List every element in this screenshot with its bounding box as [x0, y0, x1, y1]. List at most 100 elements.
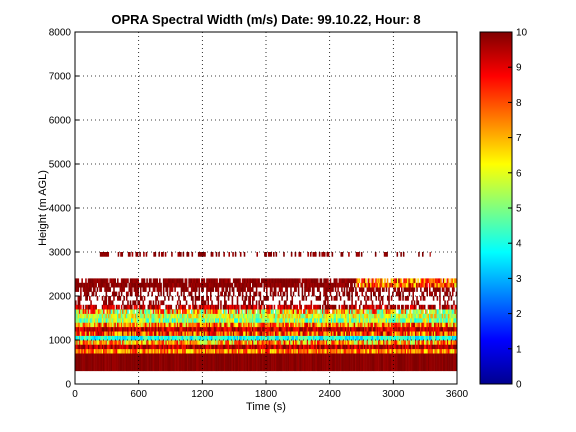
heatmap-cell	[294, 318, 296, 323]
heatmap-cell	[225, 287, 227, 292]
x-axis: 0 600 1200 1800 2400 3000 3600	[72, 380, 469, 400]
heatmap-cell	[362, 348, 365, 354]
heatmap-cell	[294, 282, 296, 288]
colorbar	[479, 31, 513, 385]
heatmap-cell	[138, 353, 141, 372]
heatmap-cell	[204, 344, 207, 350]
heatmap-cell	[175, 335, 178, 341]
heatmap-cell	[334, 322, 337, 328]
heatmap-cell	[226, 318, 229, 323]
heatmap-cell	[337, 353, 339, 372]
heatmap-cell	[412, 304, 414, 310]
heatmap-cell	[420, 348, 422, 354]
heatmap-cell	[330, 287, 333, 292]
heatmap-cell	[125, 344, 128, 350]
heatmap-cell	[298, 252, 301, 257]
heatmap-cell	[241, 309, 244, 314]
heatmap-cell	[356, 344, 358, 350]
heatmap-cell	[123, 304, 125, 310]
heatmap-cell	[297, 287, 300, 292]
heatmap-cell	[78, 348, 81, 354]
heatmap-cell	[220, 348, 222, 354]
heatmap-cell	[392, 313, 394, 319]
heatmap-cell	[237, 335, 240, 341]
heatmap-cell	[220, 309, 222, 314]
heatmap-cell	[194, 304, 197, 310]
heatmap-cell	[165, 318, 167, 323]
heatmap-cell	[249, 282, 252, 288]
heatmap-cell	[125, 318, 128, 323]
heatmap-cell	[166, 353, 169, 372]
heatmap-cell	[229, 344, 231, 350]
heatmap-cell	[171, 282, 174, 288]
heatmap-cell	[406, 287, 408, 292]
heatmap-cell	[236, 340, 239, 345]
heatmap-cell	[346, 287, 348, 292]
heatmap-cell	[378, 344, 380, 350]
heatmap-cell	[357, 344, 360, 350]
heatmap-cell	[448, 287, 450, 292]
heatmap-cell	[138, 340, 141, 345]
heatmap-cell	[320, 313, 323, 319]
heatmap-cell	[455, 309, 457, 314]
heatmap-cell	[313, 252, 316, 257]
heatmap-cell	[162, 287, 165, 292]
heatmap-cell	[403, 331, 406, 336]
heatmap-cell	[248, 309, 250, 314]
heatmap-cell	[90, 331, 92, 336]
heatmap-cell	[85, 296, 87, 301]
heatmap-cell	[280, 348, 282, 354]
heatmap-cell	[442, 331, 445, 336]
heatmap-cell	[291, 318, 294, 323]
heatmap-cell	[78, 300, 81, 306]
heatmap-cell	[81, 282, 83, 288]
heatmap-cell	[97, 318, 100, 323]
heatmap-cell	[244, 309, 246, 314]
heatmap-cell	[75, 282, 77, 288]
heatmap-cell	[133, 326, 136, 332]
heatmap-cell	[125, 291, 128, 297]
y-tick-label: 0	[65, 380, 71, 391]
heatmap-cell	[370, 291, 372, 297]
heatmap-cell	[223, 335, 226, 341]
heatmap-cell	[453, 344, 455, 350]
heatmap-cell	[346, 340, 348, 345]
heatmap-cell	[324, 300, 327, 306]
heatmap-cell	[192, 340, 194, 345]
heatmap-cell	[333, 331, 336, 336]
heatmap-cell	[207, 278, 209, 284]
heatmap-cell	[77, 326, 80, 332]
heatmap-cell	[273, 318, 276, 323]
heatmap-cell	[99, 353, 101, 372]
heatmap-cell	[408, 348, 411, 354]
heatmap-cell	[254, 313, 257, 319]
heatmap-cell	[131, 304, 133, 310]
heatmap-cell	[263, 340, 266, 345]
heatmap-cell	[372, 344, 375, 350]
heatmap-cell	[342, 309, 344, 314]
heatmap-cell	[128, 282, 131, 288]
heatmap-cell	[178, 252, 181, 257]
heatmap-cell	[403, 353, 406, 372]
heatmap-cell	[171, 335, 174, 341]
heatmap-cell	[427, 340, 430, 345]
heatmap-cell	[421, 304, 423, 310]
heatmap-cell	[229, 313, 231, 319]
heatmap-cell	[176, 340, 179, 345]
heatmap-cell	[276, 353, 278, 372]
heatmap-cell	[76, 335, 78, 341]
heatmap-cell	[437, 340, 440, 345]
heatmap-cell	[269, 291, 272, 297]
heatmap-cell	[87, 287, 90, 292]
heatmap-cell	[182, 252, 185, 257]
heatmap-cell	[95, 309, 97, 314]
heatmap-cell	[313, 304, 315, 310]
heatmap-cell	[306, 326, 309, 332]
heatmap-cell	[195, 287, 198, 292]
heatmap-cell	[390, 313, 393, 319]
heatmap-cell	[413, 340, 416, 345]
heatmap-cell	[351, 300, 353, 306]
heatmap-cell	[416, 331, 418, 336]
heatmap-cell	[155, 340, 157, 345]
heatmap-cell	[346, 309, 348, 314]
